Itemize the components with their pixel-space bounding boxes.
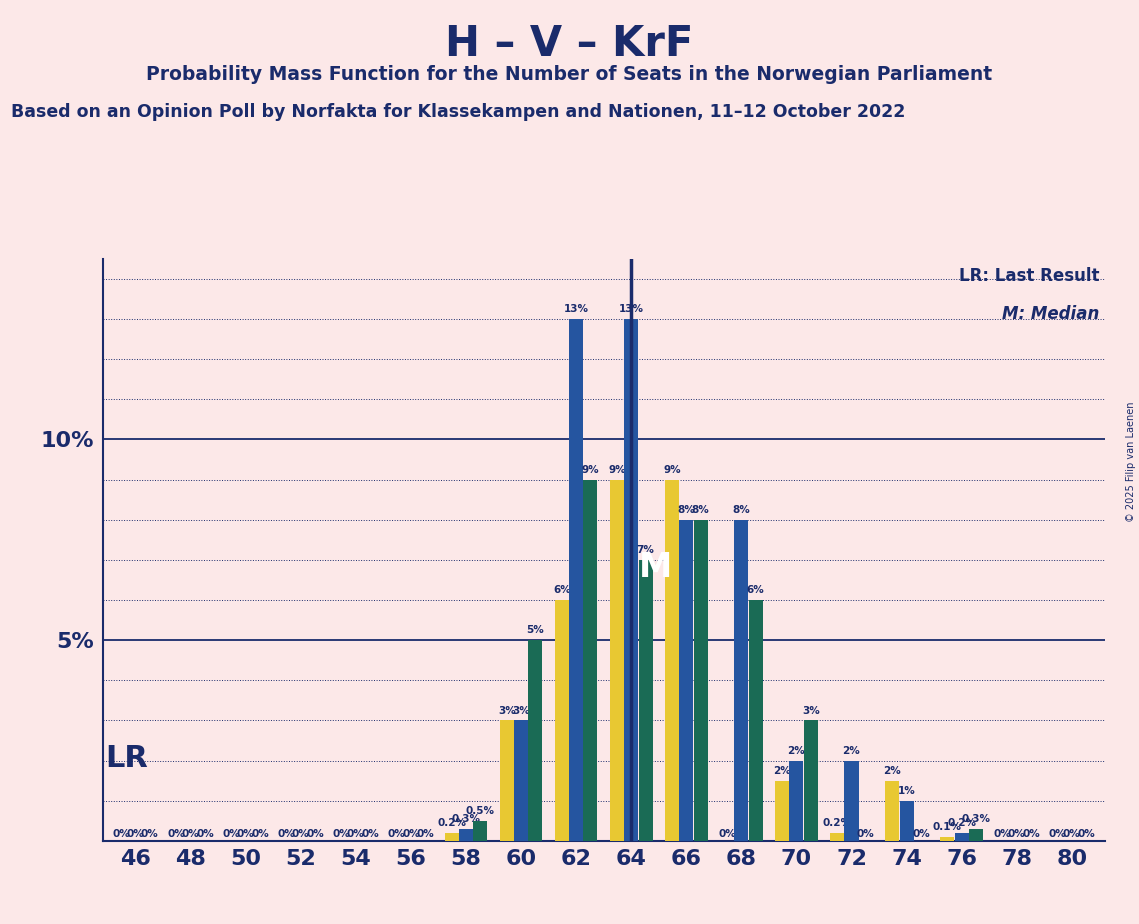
Text: 2%: 2% (773, 766, 790, 776)
Bar (639, 560, 653, 841)
Text: 0.1%: 0.1% (933, 822, 961, 832)
Text: 13%: 13% (564, 304, 589, 314)
Text: 8%: 8% (732, 505, 751, 515)
Text: 0%: 0% (1008, 829, 1025, 839)
Text: 0%: 0% (196, 829, 214, 839)
Text: M: M (639, 552, 673, 584)
Bar (679, 519, 694, 841)
Text: 0%: 0% (1022, 829, 1040, 839)
Text: 0%: 0% (857, 829, 875, 839)
Text: 0%: 0% (292, 829, 310, 839)
Bar (844, 760, 859, 841)
Text: 6%: 6% (552, 585, 571, 595)
Text: 0%: 0% (251, 829, 269, 839)
Bar (609, 480, 624, 841)
Text: LR: Last Result: LR: Last Result (959, 267, 1100, 286)
Bar (941, 837, 954, 841)
Text: 0%: 0% (167, 829, 186, 839)
Text: 0%: 0% (306, 829, 323, 839)
Bar (954, 833, 968, 841)
Text: 0%: 0% (141, 829, 158, 839)
Text: 0%: 0% (182, 829, 199, 839)
Text: M: Median: M: Median (1002, 305, 1100, 323)
Text: 3%: 3% (802, 706, 820, 715)
Text: 0.2%: 0.2% (948, 818, 976, 828)
Text: 0.3%: 0.3% (961, 814, 991, 824)
Text: 0.2%: 0.2% (437, 818, 466, 828)
Text: 0%: 0% (912, 829, 929, 839)
Text: © 2025 Filip van Laenen: © 2025 Filip van Laenen (1125, 402, 1136, 522)
Bar (694, 519, 707, 841)
Text: 0%: 0% (1063, 829, 1081, 839)
Bar (555, 600, 568, 841)
Bar (775, 781, 789, 841)
Text: 5%: 5% (526, 626, 544, 636)
Bar (748, 600, 763, 841)
Text: 13%: 13% (618, 304, 644, 314)
Text: 0%: 0% (347, 829, 364, 839)
Bar (900, 801, 913, 841)
Text: 9%: 9% (582, 465, 599, 475)
Text: 0%: 0% (222, 829, 240, 839)
Text: 9%: 9% (608, 465, 625, 475)
Text: 0%: 0% (387, 829, 405, 839)
Bar (624, 319, 638, 841)
Bar (514, 721, 528, 841)
Text: 0%: 0% (278, 829, 295, 839)
Text: 0%: 0% (993, 829, 1011, 839)
Text: 2%: 2% (787, 746, 805, 756)
Bar (830, 833, 844, 841)
Text: 7%: 7% (637, 545, 655, 555)
Bar (474, 821, 487, 841)
Text: 2%: 2% (843, 746, 860, 756)
Text: 3%: 3% (498, 706, 516, 715)
Text: 9%: 9% (663, 465, 681, 475)
Text: 0%: 0% (719, 829, 736, 839)
Bar (804, 721, 818, 841)
Text: 0%: 0% (402, 829, 420, 839)
Text: 0%: 0% (1077, 829, 1095, 839)
Text: 8%: 8% (678, 505, 695, 515)
Bar (583, 480, 598, 841)
Text: 2%: 2% (884, 766, 901, 776)
Text: H – V – KrF: H – V – KrF (445, 23, 694, 65)
Text: LR: LR (105, 744, 148, 772)
Text: 0%: 0% (113, 829, 130, 839)
Text: Based on an Opinion Poll by Norfakta for Klassekampen and Nationen, 11–12 Octobe: Based on an Opinion Poll by Norfakta for… (11, 103, 906, 121)
Text: 0%: 0% (417, 829, 434, 839)
Text: 3%: 3% (513, 706, 530, 715)
Bar (735, 519, 748, 841)
Text: 0%: 0% (237, 829, 255, 839)
Bar (665, 480, 679, 841)
Text: 6%: 6% (747, 585, 764, 595)
Text: Probability Mass Function for the Number of Seats in the Norwegian Parliament: Probability Mass Function for the Number… (147, 65, 992, 84)
Text: 8%: 8% (691, 505, 710, 515)
Bar (789, 760, 803, 841)
Text: 0%: 0% (361, 829, 379, 839)
Bar (885, 781, 900, 841)
Text: 0.2%: 0.2% (822, 818, 852, 828)
Bar (459, 829, 473, 841)
Bar (969, 829, 983, 841)
Bar (500, 721, 514, 841)
Text: 0%: 0% (1049, 829, 1066, 839)
Bar (528, 640, 542, 841)
Text: 1%: 1% (898, 786, 916, 796)
Bar (444, 833, 459, 841)
Text: 0%: 0% (333, 829, 351, 839)
Text: 0%: 0% (126, 829, 145, 839)
Text: 0.5%: 0.5% (466, 806, 494, 816)
Text: 0.3%: 0.3% (451, 814, 481, 824)
Bar (570, 319, 583, 841)
